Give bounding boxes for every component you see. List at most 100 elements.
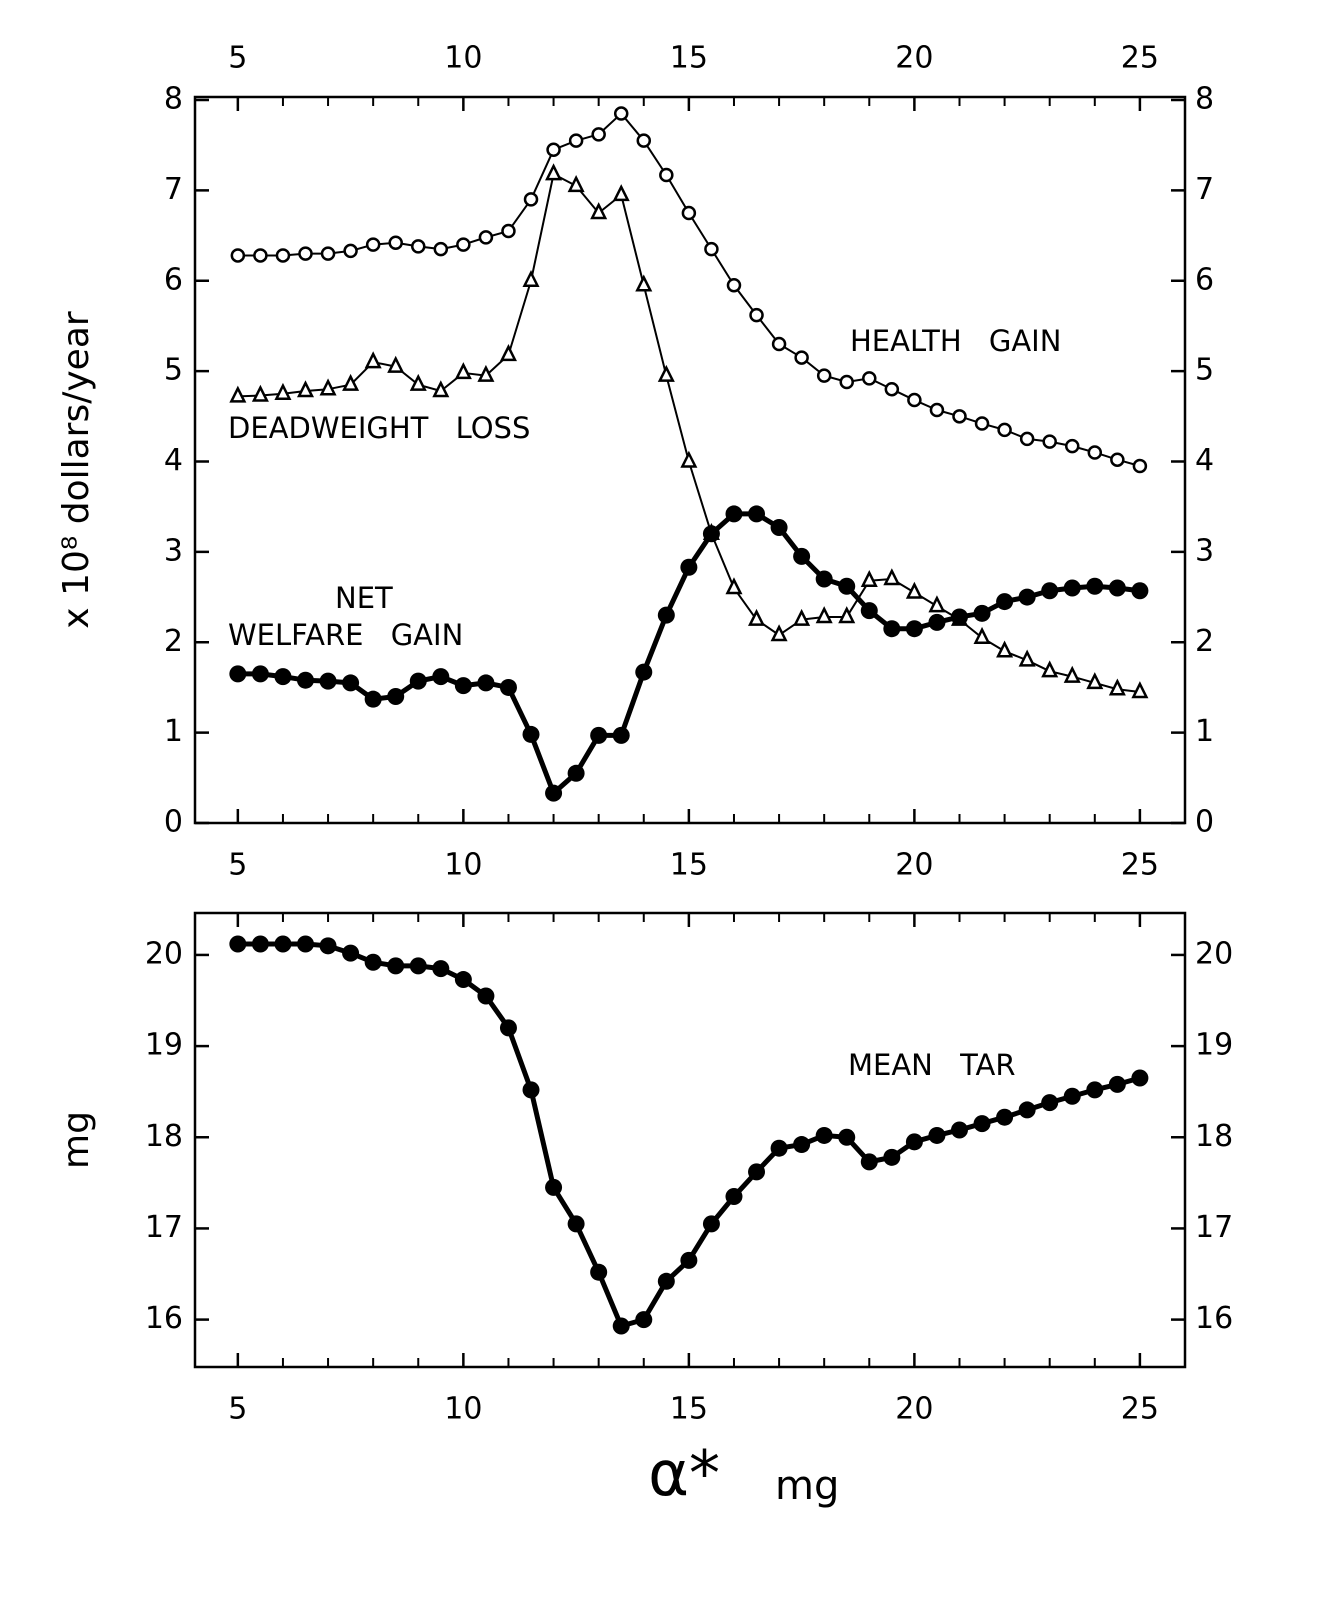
marker [297, 671, 315, 689]
marker [274, 668, 292, 686]
marker [275, 248, 291, 263]
marker [838, 577, 856, 595]
marker [973, 604, 991, 622]
marker [229, 935, 247, 953]
marker [1086, 1081, 1104, 1099]
marker [657, 364, 675, 382]
marker [1063, 1087, 1081, 1105]
marker [749, 307, 764, 323]
marker [364, 690, 382, 708]
y-tick-label: 20 [1195, 936, 1233, 971]
marker [928, 595, 946, 613]
y-tick-label: 6 [1195, 262, 1214, 297]
marker [884, 381, 900, 397]
marker [793, 1136, 811, 1154]
x-tick-label: 15 [670, 1392, 708, 1427]
marker [1108, 1075, 1126, 1093]
marker [1064, 438, 1080, 454]
marker [974, 416, 990, 431]
marker [905, 581, 923, 599]
marker [973, 1115, 991, 1133]
marker [433, 241, 449, 257]
marker [432, 380, 450, 398]
marker [253, 248, 268, 263]
marker [770, 624, 788, 642]
marker [454, 971, 472, 989]
marker [522, 269, 540, 287]
marker [1018, 588, 1036, 606]
marker [952, 409, 967, 424]
marker [905, 620, 923, 638]
marker [612, 726, 630, 744]
marker [320, 246, 336, 261]
x-tick-label: 15 [670, 848, 708, 883]
marker [522, 725, 540, 743]
marker [501, 223, 516, 239]
marker [680, 558, 698, 576]
marker [702, 525, 720, 543]
marker [996, 640, 1014, 658]
x-tick-label: 20 [895, 41, 933, 76]
marker [590, 202, 608, 220]
marker [319, 378, 337, 396]
marker [973, 626, 991, 644]
marker [748, 608, 766, 626]
marker [1131, 582, 1149, 600]
marker [499, 678, 517, 696]
y-tick-label: 1 [164, 714, 183, 749]
marker [319, 937, 337, 955]
y-tick-label: 17 [145, 1210, 183, 1245]
marker [343, 243, 358, 259]
y-tick-label: 17 [1195, 1210, 1233, 1245]
marker [342, 373, 360, 391]
marker [342, 674, 360, 692]
marker [567, 764, 585, 782]
x-tick-label: 5 [228, 41, 247, 76]
marker [793, 608, 811, 626]
marker [905, 1133, 923, 1151]
y-tick-label: 20 [145, 936, 183, 971]
marker [387, 957, 405, 975]
marker [928, 1126, 946, 1144]
y-tick-label: 2 [164, 624, 183, 659]
y-tick-label: 0 [164, 805, 183, 840]
y-axis-label: mg [56, 1111, 97, 1169]
marker [997, 422, 1012, 438]
marker [748, 505, 766, 523]
marker [950, 1121, 968, 1139]
marker [635, 663, 653, 681]
marker [432, 960, 450, 978]
y-tick-label: 16 [145, 1301, 183, 1336]
annotation: NET [335, 581, 393, 615]
marker [296, 380, 315, 398]
marker [1086, 577, 1104, 595]
marker [1019, 431, 1035, 447]
marker [545, 784, 563, 802]
x-tick-label: 25 [1121, 1392, 1159, 1427]
annotation: DEADWEIGHT LOSS [228, 411, 530, 445]
y-tick-label: 7 [164, 172, 183, 207]
marker [590, 726, 608, 744]
marker [251, 665, 269, 683]
marker [725, 505, 743, 523]
plot-frame [193, 911, 1187, 1369]
marker [635, 1311, 653, 1329]
y-tick-label: 4 [164, 443, 183, 478]
marker [454, 677, 472, 695]
marker [815, 606, 833, 624]
marker [1041, 660, 1059, 678]
marker [364, 351, 382, 369]
y-tick-label: 19 [145, 1028, 183, 1063]
marker [1063, 579, 1081, 597]
marker [612, 184, 630, 202]
marker [319, 672, 337, 690]
marker [725, 1188, 743, 1206]
y-tick-label: 3 [164, 533, 183, 568]
marker [996, 1108, 1014, 1126]
marker [456, 237, 471, 252]
marker [1131, 1069, 1149, 1087]
marker [545, 1178, 563, 1196]
y-tick-label: 4 [1195, 443, 1214, 478]
marker [815, 1126, 833, 1144]
